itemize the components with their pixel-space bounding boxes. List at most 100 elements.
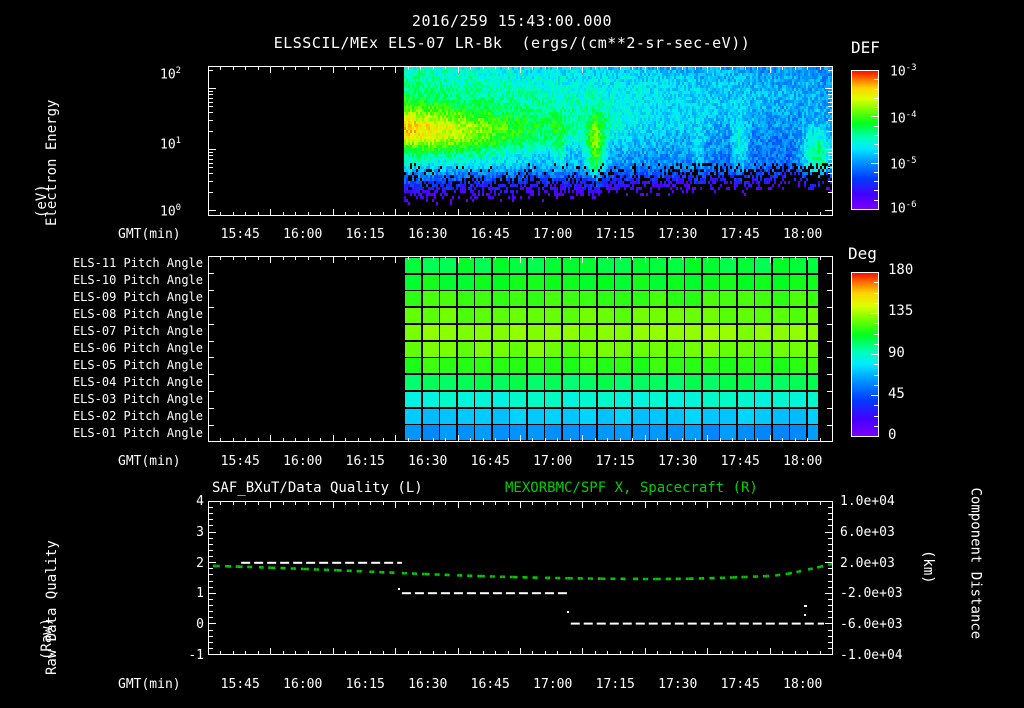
pitch-row-label: ELS-08 Pitch Angle — [72, 307, 203, 322]
bottom-ytick-right: 1.0e+04 — [840, 494, 895, 509]
top-ytick-exp: 1 — [175, 136, 182, 146]
top-ytick-exp: 2 — [175, 66, 182, 76]
xtick-label: 16:15 — [345, 227, 385, 242]
bottom-ytick-right-labels: 1.0e+04 6.0e+03 2.0e+03 -2.0e+03 -6.0e+03 -1.… — [840, 494, 930, 664]
xtick-label: 17:45 — [720, 454, 760, 469]
bottom-ytick-right: -1.0e+04 — [840, 648, 903, 663]
def-exp: -5 — [905, 156, 917, 166]
xtick-label: 17:30 — [658, 227, 698, 242]
bottom-ylabel-left-units: (Raw) — [39, 617, 55, 660]
top-ytick-2: 102 — [160, 66, 181, 82]
top-ytick-1: 101 — [160, 136, 181, 152]
bottom-title-left: SAF_BXuT/Data Quality (L) — [212, 480, 423, 496]
top-ylabel-units: (eV) — [34, 184, 50, 218]
def-label-6: 10-6 — [890, 200, 917, 216]
pitch-row-labels: ELS-11 Pitch Angle ELS-10 Pitch Angle ELS-… — [58, 256, 203, 442]
xtick-label: 16:15 — [345, 677, 385, 692]
xtick-label: 16:30 — [408, 454, 448, 469]
xtick-label: 17:15 — [595, 677, 635, 692]
xtick-label: 16:45 — [470, 227, 510, 242]
xtick-label: 17:45 — [720, 677, 760, 692]
pitch-row-label: ELS-11 Pitch Angle — [72, 256, 203, 271]
pitch-row-label: ELS-04 Pitch Angle — [72, 374, 203, 389]
xtick-label: 16:30 — [408, 227, 448, 242]
xtick-label: 17:00 — [533, 454, 573, 469]
def-mantissa: 10 — [890, 111, 906, 127]
def-mantissa: 10 — [890, 157, 906, 173]
header-subtitle: ELSSCIL/MEx ELS-07 LR-Bk (ergs/(cm**2-sr… — [273, 34, 751, 52]
bottom-ytick-right: -2.0e+03 — [840, 586, 903, 602]
bottom-ytick-right: 2.0e+03 — [840, 555, 895, 571]
xtick-label: 17:00 — [533, 677, 573, 692]
bottom-axis-ticks — [208, 501, 833, 655]
bottom-ytick-right: -6.0e+03 — [840, 617, 903, 633]
bottom-ytick-left: 3 — [196, 524, 204, 540]
deg-tick-label: 45 — [888, 385, 905, 402]
def-exp: -4 — [905, 110, 917, 120]
pitch-axis-ticks — [208, 256, 833, 442]
xtick-label: 16:00 — [283, 227, 323, 242]
pitch-row-label: ELS-09 Pitch Angle — [72, 290, 203, 305]
pitch-row-label: ELS-05 Pitch Angle — [72, 357, 203, 372]
xtick-label: 18:00 — [783, 454, 823, 469]
deg-tick-label: 90 — [888, 344, 905, 361]
xtick-label: 17:15 — [595, 454, 635, 469]
xtick-label: 16:00 — [283, 454, 323, 469]
xtick-label: 16:00 — [283, 677, 323, 692]
xtick-label: 15:45 — [220, 454, 260, 469]
deg-colorbar-labels: 180 135 90 45 0 — [888, 262, 958, 452]
top-ytick-mantissa: 10 — [160, 67, 176, 83]
bottom-ytick-left: 1 — [196, 586, 204, 602]
xtick-label: 17:45 — [720, 227, 760, 242]
deg-tick-label: 180 — [888, 262, 914, 278]
xtick-label: 18:00 — [783, 227, 823, 242]
def-label-3: 10-3 — [890, 63, 917, 79]
spectrogram-axis-ticks — [208, 66, 833, 216]
top-xlabel: GMT(min) — [118, 227, 181, 242]
top-ytick-0: 100 — [160, 203, 181, 219]
bottom-ytick-left: -1 — [188, 648, 204, 663]
xtick-label: 18:00 — [783, 677, 823, 692]
xtick-label: 15:45 — [220, 227, 260, 242]
def-colorbar-title: DEF — [851, 38, 880, 57]
def-exp: -6 — [905, 200, 917, 210]
mid-xtick-labels: 15:45 16:00 16:15 16:30 16:45 17:00 17:15 17:30… — [208, 455, 833, 471]
bottom-ytick-right: 6.0e+03 — [840, 524, 895, 540]
xtick-label: 16:30 — [408, 677, 448, 692]
deg-colorbar-ticks — [851, 272, 879, 437]
def-mantissa: 10 — [890, 201, 906, 217]
pitch-row-label: ELS-06 Pitch Angle — [72, 341, 203, 355]
bottom-xtick-labels: 15:45 16:00 16:15 16:30 16:45 17:00 17:15 17:30… — [208, 678, 833, 694]
bottom-ylabel-right: Component Distance — [967, 487, 984, 640]
xtick-label: 17:00 — [533, 227, 573, 242]
pitch-row-label: ELS-02 Pitch Angle — [72, 408, 203, 423]
pitch-row-label: ELS-10 Pitch Angle — [72, 273, 203, 288]
xtick-label: 16:45 — [470, 677, 510, 692]
bottom-ytick-left: 4 — [196, 494, 204, 509]
bottom-xlabel: GMT(min) — [118, 677, 181, 692]
def-colorbar-ticks — [851, 70, 879, 210]
bottom-ytick-left-labels: 4 3 2 1 0 -1 — [178, 494, 204, 664]
top-xtick-labels: 15:45 16:00 16:15 16:30 16:45 17:00 17:15 17:30… — [208, 228, 833, 244]
def-label-5: 10-5 — [890, 156, 917, 172]
xtick-label: 16:15 — [345, 454, 385, 469]
bottom-ytick-left: 2 — [196, 555, 204, 571]
xtick-label: 17:30 — [658, 454, 698, 469]
pitch-row-label: ELS-07 Pitch Angle — [72, 324, 203, 339]
pitch-row-label: ELS-03 Pitch Angle — [72, 391, 203, 406]
deg-tick-label: 135 — [888, 303, 914, 320]
def-mantissa: 10 — [890, 64, 906, 80]
pitch-row-label: ELS-01 Pitch Angle — [72, 425, 203, 440]
top-ytick-mantissa: 10 — [160, 137, 176, 153]
xtick-label: 17:30 — [658, 677, 698, 692]
mid-xlabel: GMT(min) — [118, 454, 181, 469]
xtick-label: 17:15 — [595, 227, 635, 242]
top-ytick-exp: 0 — [175, 203, 182, 213]
def-label-4: 10-4 — [890, 110, 917, 126]
header-datetime: 2016/259 15:43:00.000 — [411, 12, 613, 30]
top-ytick-mantissa: 10 — [160, 204, 176, 220]
deg-colorbar-title: Deg — [848, 244, 877, 263]
xtick-label: 15:45 — [220, 677, 260, 692]
deg-tick-label: 0 — [888, 427, 897, 443]
bottom-title-right: MEXORBMC/SPF X, Spacecraft (R) — [505, 480, 758, 496]
